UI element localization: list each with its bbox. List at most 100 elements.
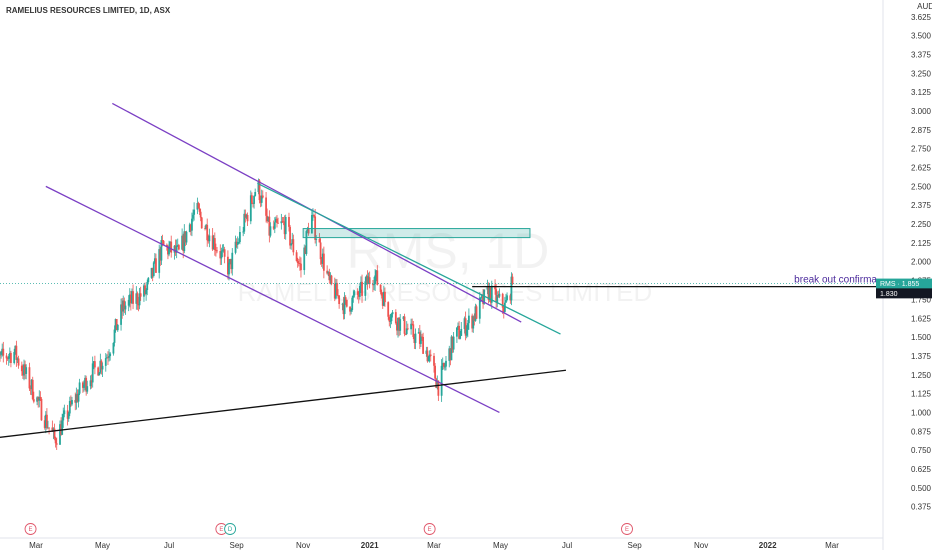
time-axis[interactable]: Mar May Jul Sep Nov 2021 Mar May Jul Sep Nov 2022 Ma…	[29, 541, 839, 550]
candle	[185, 230, 188, 245]
event-marker-label: E	[625, 527, 629, 533]
candle-body	[292, 239, 295, 253]
candle-body	[0, 354, 1, 356]
candle	[13, 348, 16, 365]
candle	[100, 359, 103, 375]
candle	[496, 291, 499, 308]
candle-body	[509, 295, 512, 301]
candle-body	[150, 267, 153, 278]
candle-body	[463, 318, 466, 329]
candle-body	[1, 348, 4, 352]
candle-body	[228, 262, 230, 275]
candle	[427, 355, 430, 362]
y-tick-label: 0.375	[911, 503, 932, 512]
candle	[336, 279, 338, 296]
candle-body	[93, 361, 96, 368]
candle-body	[361, 281, 363, 296]
candle-body	[114, 319, 117, 330]
candle-body	[221, 250, 224, 252]
candle	[146, 279, 149, 296]
candle	[451, 336, 454, 353]
candle	[277, 217, 279, 224]
candle-body	[136, 293, 139, 304]
candle-body	[220, 251, 223, 259]
candle	[120, 298, 122, 331]
candle	[1, 343, 4, 357]
candle	[444, 362, 446, 371]
x-tick-label: Sep	[230, 541, 245, 550]
candle	[319, 237, 322, 265]
candle	[337, 289, 339, 299]
price-axis[interactable]: AUD 3.625 3.500 3.375 3.250 3.125 3.000 2.875 2…	[911, 2, 932, 512]
candle-body	[284, 217, 287, 235]
candle	[235, 238, 238, 248]
candle-body	[131, 291, 133, 304]
candle	[30, 379, 33, 396]
candle	[254, 188, 257, 197]
candle-body	[237, 242, 240, 243]
candle-body	[421, 336, 423, 338]
candle-body	[379, 284, 382, 292]
candle	[123, 297, 126, 314]
candle	[495, 284, 498, 309]
price-labels: break out confirma RMS · 1.855 1.830	[794, 275, 932, 299]
candle	[244, 209, 247, 223]
candle-body	[39, 396, 42, 399]
candle-body	[251, 195, 253, 204]
candle	[412, 320, 415, 340]
candle	[473, 313, 476, 326]
candle	[23, 359, 25, 381]
candle-body	[422, 336, 424, 354]
candle-body	[254, 192, 257, 196]
candle-body	[503, 302, 506, 312]
candle	[199, 208, 202, 222]
candle	[361, 274, 363, 303]
candle-body	[273, 222, 276, 229]
candle	[0, 351, 1, 362]
candle-body	[336, 282, 338, 296]
candle-body	[85, 377, 88, 392]
candle	[91, 356, 94, 388]
candle	[28, 362, 31, 392]
y-tick-label: 0.625	[911, 465, 932, 474]
candle-body	[91, 363, 94, 383]
candle	[402, 316, 405, 321]
candle-body	[350, 309, 353, 312]
candle-body	[40, 398, 43, 421]
candle	[22, 364, 24, 379]
candle	[281, 217, 284, 223]
candle	[245, 213, 248, 220]
candle	[249, 190, 252, 225]
candle-body	[38, 396, 41, 401]
candle-body	[74, 400, 77, 403]
candle-body	[86, 386, 89, 392]
candle-body	[168, 246, 170, 255]
candle-body	[51, 427, 54, 432]
candle-body	[441, 363, 444, 366]
candle	[212, 234, 215, 250]
candle-body	[99, 360, 102, 373]
candle	[7, 353, 10, 366]
candle	[436, 375, 439, 390]
candle-body	[429, 354, 432, 356]
candle	[356, 288, 359, 300]
candle	[16, 357, 19, 363]
candle	[374, 269, 377, 292]
candle	[105, 354, 108, 359]
candle-body	[312, 214, 314, 216]
candle-body	[77, 393, 80, 402]
candle	[144, 282, 146, 296]
candle	[84, 375, 86, 391]
candle-body	[227, 256, 229, 275]
candle-body	[191, 218, 193, 231]
candle-body	[341, 303, 344, 305]
candle	[357, 290, 360, 304]
candle-body	[374, 275, 377, 285]
y-tick-label: 2.750	[911, 145, 932, 154]
y-tick-label: 3.375	[911, 50, 932, 59]
candle-body	[170, 241, 173, 253]
candle	[351, 295, 354, 312]
candle	[17, 355, 20, 369]
candle	[410, 318, 413, 335]
